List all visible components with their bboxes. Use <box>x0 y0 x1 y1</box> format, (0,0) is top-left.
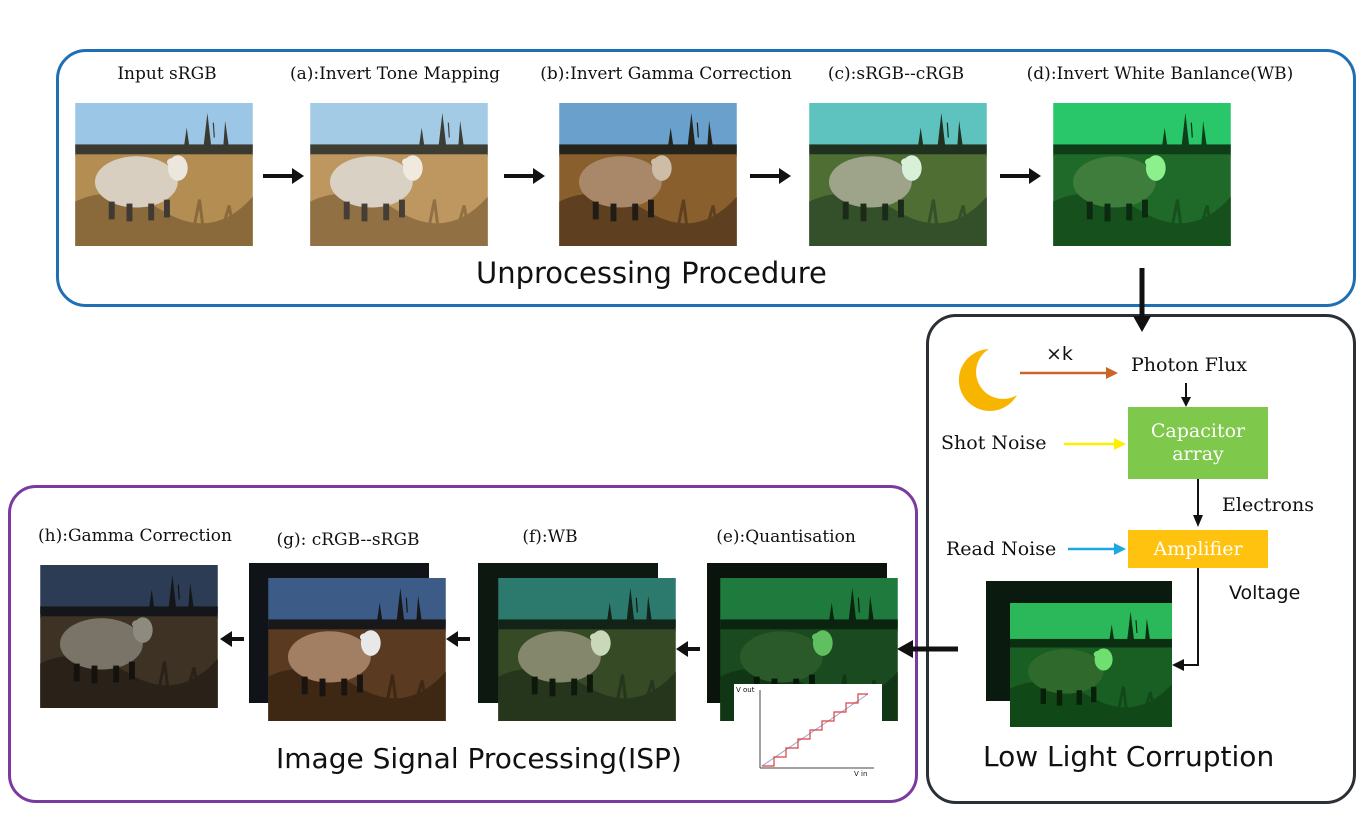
capacitor-array-block: Capacitor array <box>1128 407 1268 479</box>
photo-wb <box>498 578 676 721</box>
stage-label-g: (g): cRGB--sRGB <box>276 530 420 550</box>
stage-label-a: (a):Invert Tone Mapping <box>289 64 501 84</box>
stage-label-b: (b):Invert Gamma Correction <box>540 64 792 84</box>
photo-gamma-correction <box>40 565 218 708</box>
voltage-label: Voltage <box>1229 582 1301 604</box>
amplifier-block: Amplifier <box>1128 530 1268 568</box>
photo-noisy-raw <box>1010 603 1172 727</box>
staircase-graph <box>759 690 874 769</box>
corruption-title: Low Light Corruption <box>983 740 1275 773</box>
plot-x-axis-label: V in <box>854 770 868 778</box>
read-noise-label: Read Noise <box>946 538 1057 560</box>
multiplier-label: ×k <box>1046 343 1073 365</box>
stage-label-e: (e):Quantisation <box>716 527 856 547</box>
electrons-label: Electrons <box>1222 494 1314 516</box>
moon-icon <box>958 349 1017 411</box>
photo-crgb-srgb <box>268 578 446 721</box>
isp-panel <box>8 485 918 803</box>
quantisation-plot: V out V in <box>734 684 882 780</box>
shot-noise-label: Shot Noise <box>941 432 1047 454</box>
unprocessing-panel <box>56 49 1356 307</box>
plot-y-axis-label: V out <box>736 686 755 694</box>
stage-label-c: (c):sRGB--cRGB <box>827 64 965 84</box>
photon-flux-label: Photon Flux <box>1131 354 1248 376</box>
isp-title: Image Signal Processing(ISP) <box>276 742 682 775</box>
stage-label-f: (f):WB <box>522 527 578 547</box>
stage-label-d: (d):Invert White Banlance(WB) <box>1026 64 1294 84</box>
unprocessing-title: Unprocessing Procedure <box>476 256 827 290</box>
stage-label-h: (h):Gamma Correction <box>38 526 232 546</box>
stage-label-input: Input sRGB <box>117 64 217 84</box>
